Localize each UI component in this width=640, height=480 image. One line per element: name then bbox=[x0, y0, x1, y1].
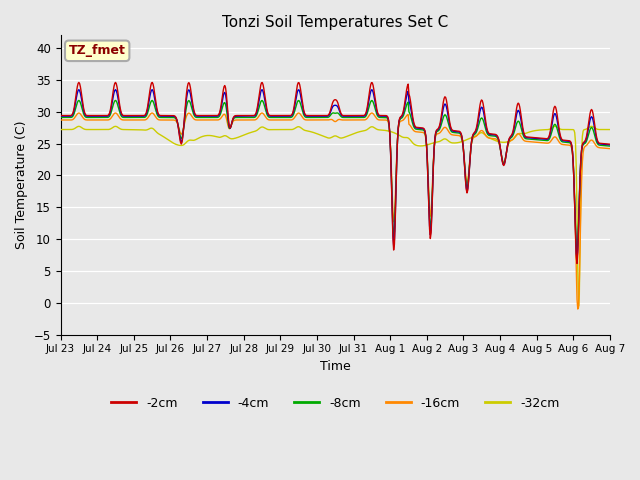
Title: Tonzi Soil Temperatures Set C: Tonzi Soil Temperatures Set C bbox=[222, 15, 449, 30]
Y-axis label: Soil Temperature (C): Soil Temperature (C) bbox=[15, 120, 28, 249]
Legend: -2cm, -4cm, -8cm, -16cm, -32cm: -2cm, -4cm, -8cm, -16cm, -32cm bbox=[106, 392, 564, 415]
X-axis label: Time: Time bbox=[320, 360, 351, 373]
Text: TZ_fmet: TZ_fmet bbox=[68, 44, 125, 57]
